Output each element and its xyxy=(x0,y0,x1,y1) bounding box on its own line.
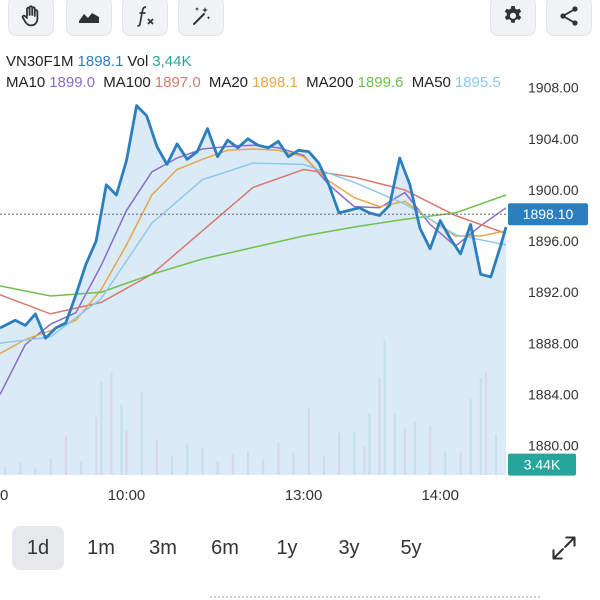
price-area xyxy=(0,105,506,475)
ma10-value: 1899.0 xyxy=(49,74,96,91)
volume-value: 3,44K xyxy=(152,53,192,70)
x-tick-label: 0 xyxy=(0,487,8,504)
y-tick-label: 1896.00 xyxy=(528,233,579,249)
area-chart-icon xyxy=(79,13,99,23)
hand-icon xyxy=(21,5,39,27)
volume-label: Vol xyxy=(127,53,149,70)
ma50-value: 1895.5 xyxy=(454,74,501,91)
footer-divider xyxy=(210,596,540,600)
range-3m[interactable]: 3m xyxy=(149,537,177,559)
settings-button[interactable] xyxy=(490,0,536,36)
magic-wand-button[interactable] xyxy=(178,0,224,36)
price-chart[interactable]: 1908.00 1904.00 1900.00 1896.00 1892.00 1888.… xyxy=(0,80,600,520)
volume-tag xyxy=(508,453,576,476)
area-chart-button[interactable] xyxy=(66,0,112,36)
function-button[interactable] xyxy=(122,0,168,36)
toolbar xyxy=(0,0,600,40)
expand-icon[interactable] xyxy=(550,534,578,562)
ma100-label: MA100 xyxy=(103,74,151,91)
y-tick-label: 1880.00 xyxy=(528,438,579,454)
ma-legend: MA10 1899.0 MA100 1897.0 MA20 1898.1 MA200 1… xyxy=(6,74,505,92)
y-tick-label: 1900.00 xyxy=(528,182,579,198)
ma20-label: MA20 xyxy=(208,74,249,91)
symbol-price: 1898.1 xyxy=(77,53,124,70)
share-button[interactable] xyxy=(546,0,592,36)
range-1m[interactable]: 1m xyxy=(87,537,115,559)
volume-tag-label: 3.44K xyxy=(524,457,561,473)
y-tick-label: 1888.00 xyxy=(528,335,579,351)
ma-line-ma100 xyxy=(0,168,507,315)
ma100-value: 1897.0 xyxy=(154,74,201,91)
gear-icon xyxy=(504,6,522,23)
price-tag-label: 1898.10 xyxy=(523,206,574,222)
ma50-label: MA50 xyxy=(411,74,451,91)
range-3y[interactable]: 3y xyxy=(338,537,360,559)
hand-tool-button[interactable] xyxy=(8,0,54,36)
ma200-value: 1899.6 xyxy=(357,74,404,91)
range-5y[interactable]: 5y xyxy=(400,537,422,559)
range-1d[interactable]: 1d xyxy=(12,526,64,570)
price-line xyxy=(0,104,508,340)
y-tick-label: 1892.00 xyxy=(528,284,579,300)
range-6m[interactable]: 6m xyxy=(211,537,239,559)
x-tick-label: 10:00 xyxy=(108,487,146,504)
ma20-value: 1898.1 xyxy=(252,74,298,91)
price-tag xyxy=(508,203,588,226)
share-icon xyxy=(560,6,578,26)
function-icon xyxy=(137,6,154,27)
ma-line-ma20 xyxy=(0,148,507,355)
ma10-label: MA10 xyxy=(6,74,46,91)
magic-wand-icon xyxy=(193,7,211,25)
x-tick-label: 14:00 xyxy=(421,487,459,504)
symbol-name: VN30F1M xyxy=(6,53,74,70)
range-1y[interactable]: 1y xyxy=(276,537,298,559)
x-tick-label: 13:00 xyxy=(285,487,323,504)
ma-line-ma200 xyxy=(0,194,507,297)
ma200-label: MA200 xyxy=(306,74,354,91)
range-selector: 1d 1m 3m 6m 1y 3y 5y xyxy=(0,526,600,574)
y-tick-label: 1884.00 xyxy=(528,386,579,402)
y-tick-label: 1908.00 xyxy=(528,80,579,96)
y-tick-label: 1904.00 xyxy=(528,131,579,147)
symbol-legend: VN30F1M 1898.1 Vol 3,44K xyxy=(6,53,195,71)
